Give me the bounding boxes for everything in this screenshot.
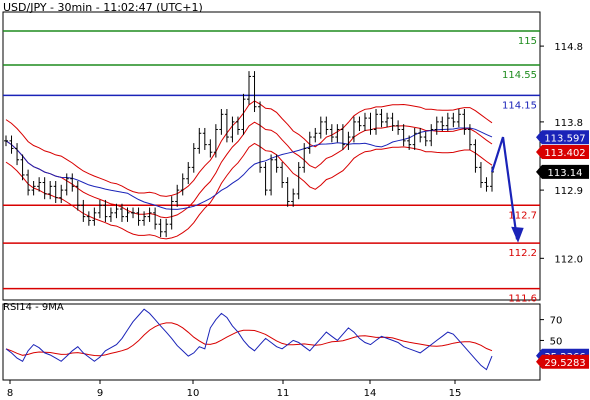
- level-label: 112.7: [508, 210, 537, 221]
- x-tick-label: 15: [449, 388, 462, 399]
- level-label: 114.55: [502, 70, 537, 81]
- price-tag-label: 113.597: [544, 133, 585, 144]
- x-tick-label: 11: [277, 388, 290, 399]
- price-y-tick-label: 114.8: [554, 42, 583, 53]
- level-label: 114.15: [502, 100, 537, 111]
- x-tick-label: 9: [97, 388, 103, 399]
- rsi-y-tick-label: 50: [550, 336, 563, 347]
- x-tick-label: 10: [187, 388, 200, 399]
- rsi-value-tag-label: 29.5283: [544, 358, 585, 369]
- x-tick-label: 14: [364, 388, 377, 399]
- level-label: 111.6: [508, 294, 537, 305]
- price-y-tick-label: 112.9: [554, 186, 583, 197]
- rsi-ma-line: [5, 322, 493, 357]
- rsi-panel-frame: [2, 303, 541, 381]
- rsi-y-tick-label: 70: [550, 316, 563, 327]
- rsi-value-tag: [536, 354, 589, 369]
- price-tag-label: 113.402: [544, 148, 585, 159]
- level-label: 115: [518, 36, 537, 47]
- forecast-arrow-line: [490, 136, 519, 240]
- forecast-arrow-head: [511, 226, 524, 243]
- price-tag: [536, 130, 589, 145]
- price-y-tick-label: 113.8: [554, 118, 583, 129]
- price-y-tick-label: 112.0: [554, 254, 583, 265]
- rsi-panel-title: RSI14 - 9MA: [3, 302, 64, 313]
- bollinger-lower-band: [5, 142, 493, 240]
- price-tag: [536, 164, 589, 179]
- rsi-line: [5, 308, 493, 371]
- bollinger-middle-band: [5, 121, 493, 219]
- chart-title: USD/JPY - 30min - 11:02:47 (UTC+1): [3, 1, 203, 14]
- x-tick-label: 8: [7, 388, 13, 399]
- level-label: 112.2: [508, 248, 537, 259]
- price-tag: [536, 145, 589, 160]
- moving-average-line: [5, 127, 493, 210]
- price-tag-label: 113.14: [548, 168, 583, 179]
- bollinger-upper-band: [5, 100, 493, 197]
